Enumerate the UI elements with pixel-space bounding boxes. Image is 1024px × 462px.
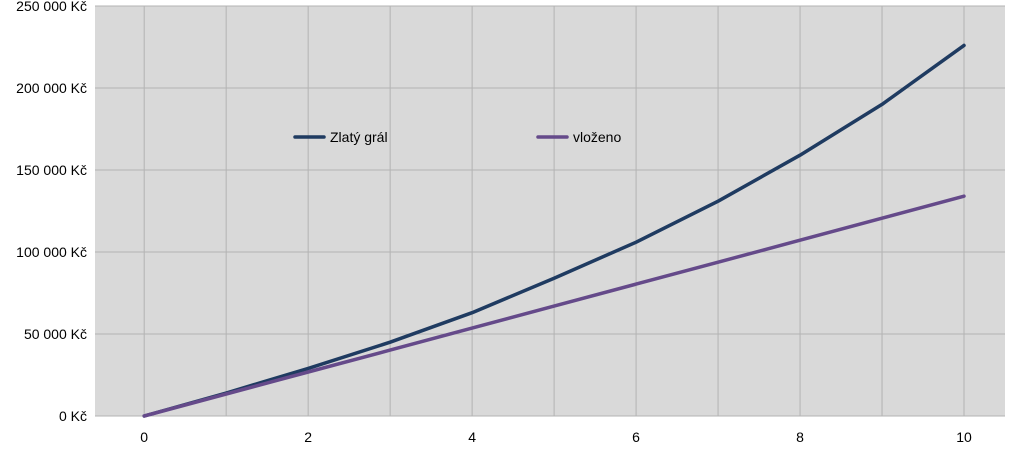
x-axis-tick-labels: 0 2 4 6 8 10 bbox=[140, 429, 972, 445]
y-tick-label: 150 000 Kč bbox=[16, 162, 87, 178]
x-tick-label: 4 bbox=[468, 429, 476, 445]
plot-area bbox=[95, 6, 1005, 416]
x-tick-label: 2 bbox=[304, 429, 312, 445]
series-line-vlozeno bbox=[142, 194, 966, 418]
y-tick-label: 250 000 Kč bbox=[16, 0, 87, 14]
legend-label-vlozeno: vloženo bbox=[573, 129, 621, 145]
y-tick-label: 200 000 Kč bbox=[16, 80, 87, 96]
x-tick-label: 6 bbox=[632, 429, 640, 445]
x-tick-label: 0 bbox=[140, 429, 148, 445]
legend-entry-zlaty-gral: Zlatý grál bbox=[293, 129, 388, 145]
x-tick-label: 8 bbox=[796, 429, 804, 445]
horizontal-gridlines bbox=[95, 5, 1005, 417]
series-lines bbox=[142, 43, 966, 418]
vertical-gridlines bbox=[143, 6, 965, 416]
legend-entry-vlozeno: vloženo bbox=[536, 129, 621, 145]
y-axis-tick-labels: 0 Kč 50 000 Kč 100 000 Kč 150 000 Kč 200 000… bbox=[16, 0, 87, 424]
x-tick-label: 10 bbox=[956, 429, 972, 445]
y-tick-label: 0 Kč bbox=[59, 408, 87, 424]
series-line-zlaty-gral bbox=[142, 43, 966, 418]
legend-label-zlaty-gral: Zlatý grál bbox=[330, 129, 388, 145]
y-tick-label: 100 000 Kč bbox=[16, 244, 87, 260]
y-tick-label: 50 000 Kč bbox=[24, 326, 87, 342]
legend: Zlatý grál vloženo bbox=[293, 129, 621, 145]
